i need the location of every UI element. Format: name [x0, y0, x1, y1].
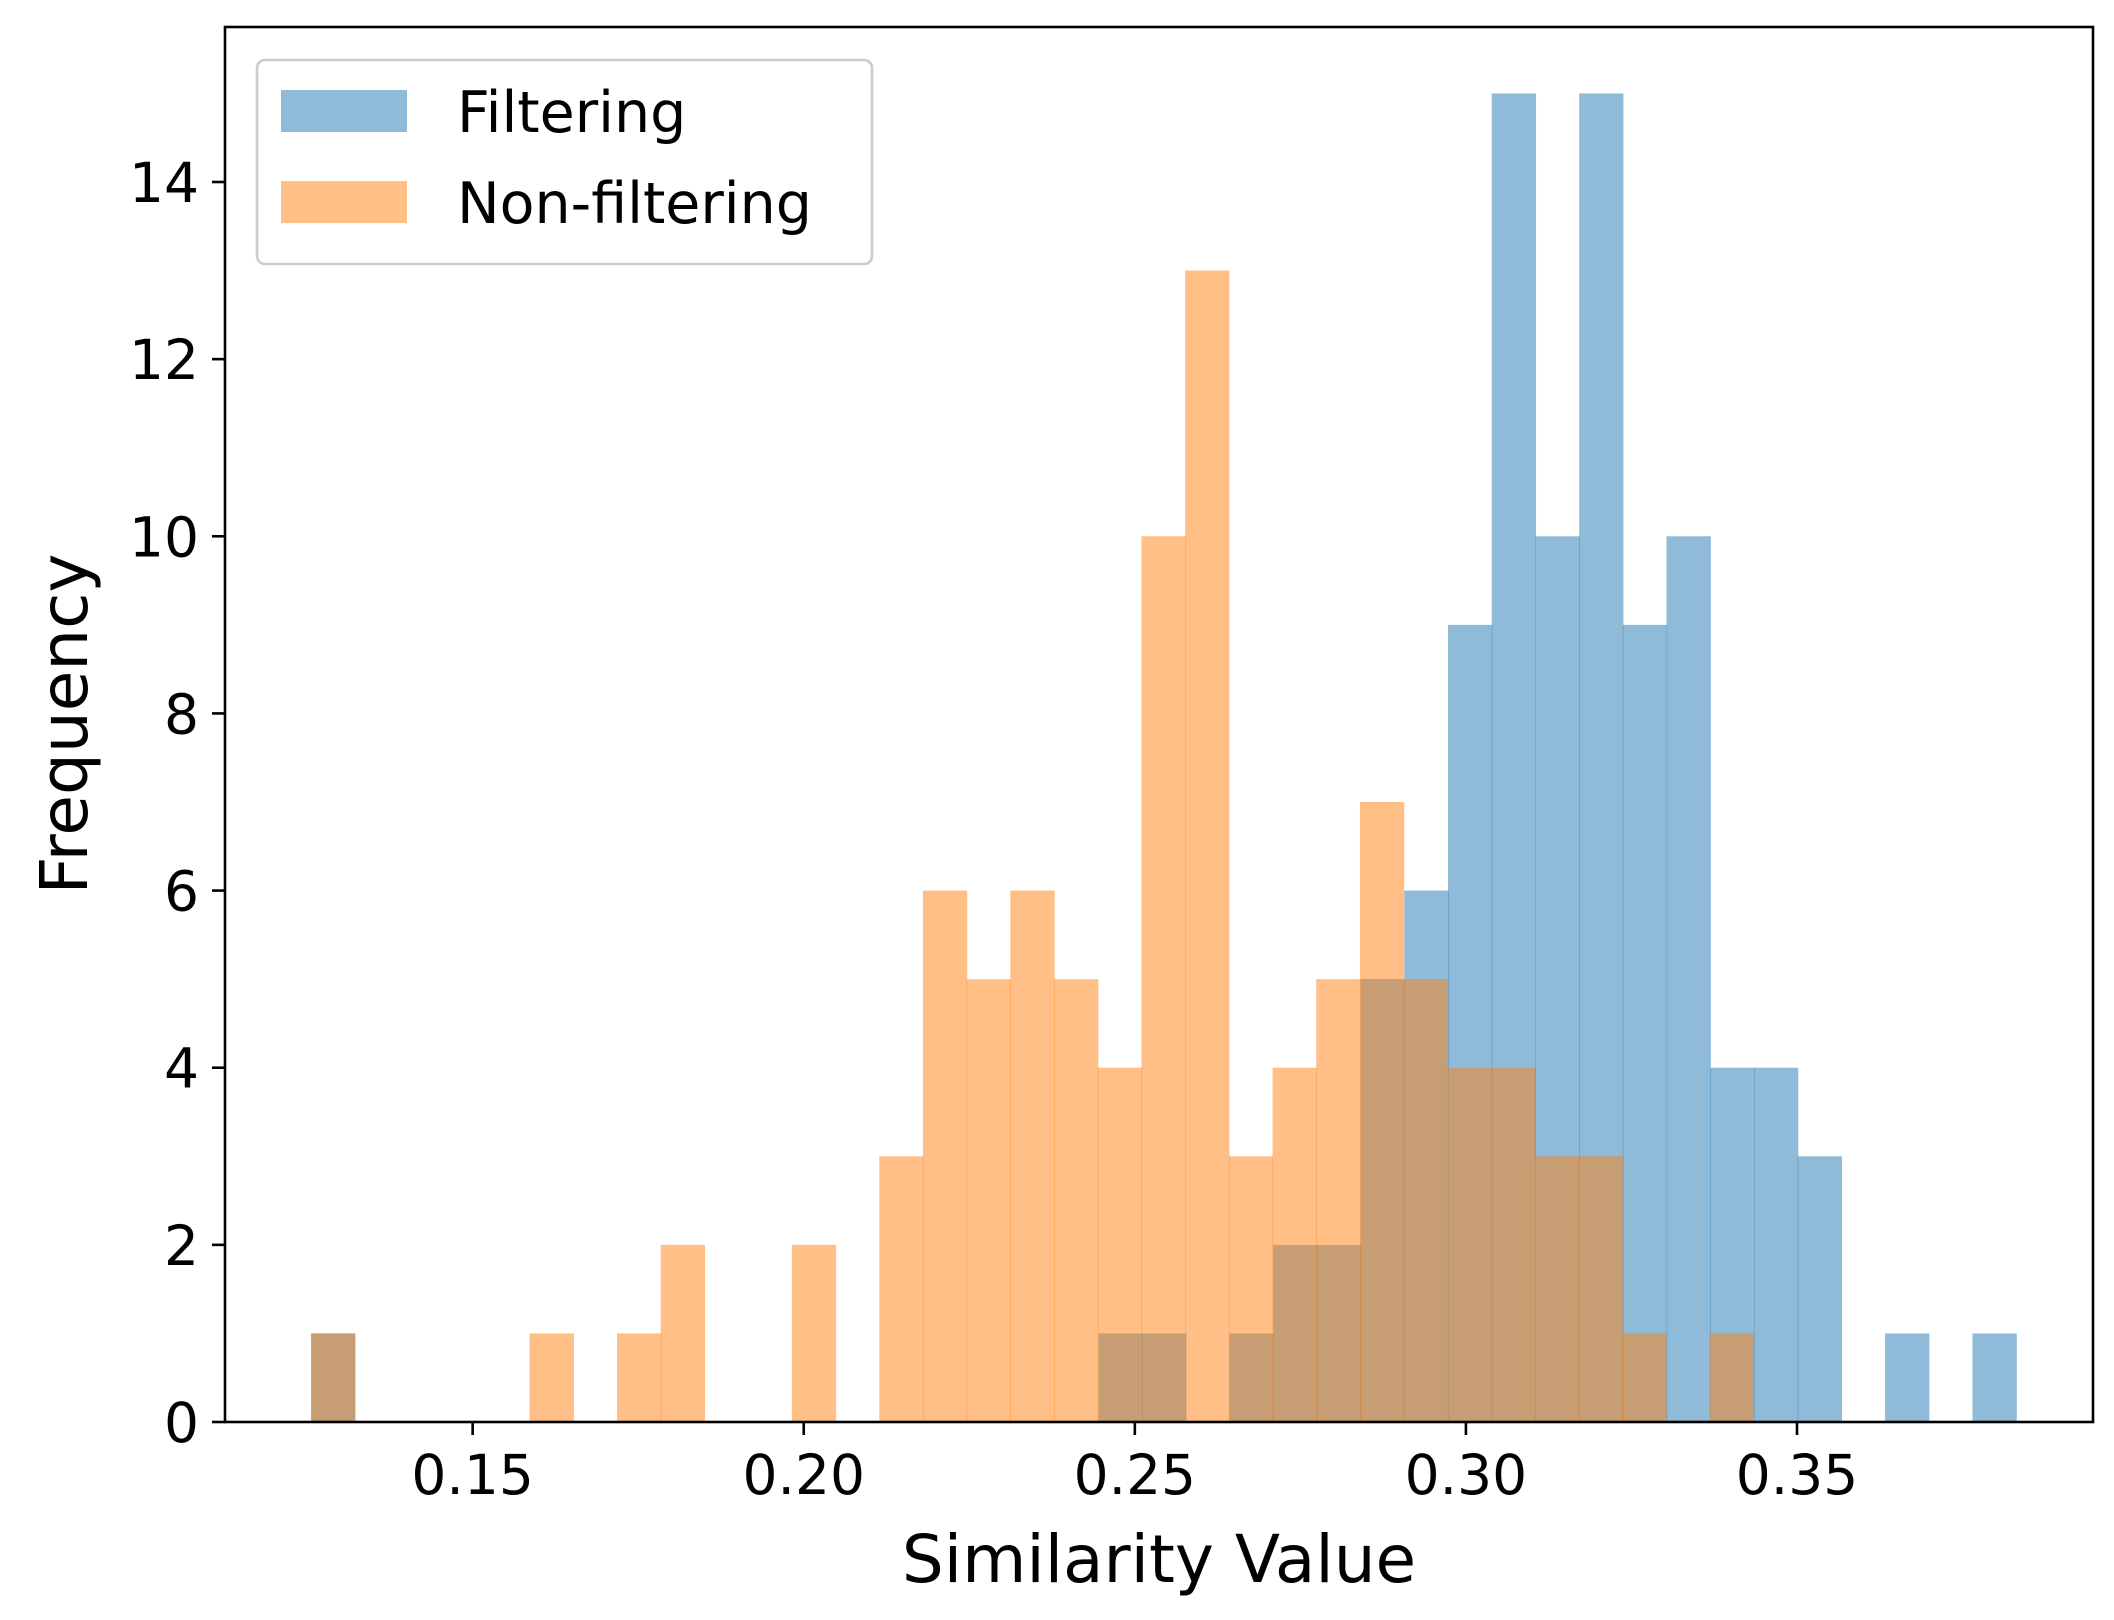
- legend: Filtering Non-filtering: [255, 58, 874, 266]
- y-tick-label-0: 0: [164, 1391, 199, 1455]
- bar-non-filtering-17: [1403, 979, 1448, 1422]
- legend-swatch-non-filtering: [281, 181, 407, 223]
- y-tick-label-4: 8: [164, 682, 199, 746]
- bar-non-filtering-5: [879, 1156, 924, 1422]
- bar-non-filtering-10: [1097, 1067, 1143, 1422]
- bar-filtering-18: [1972, 1333, 2017, 1422]
- bar-non-filtering-22: [1622, 1333, 1667, 1422]
- x-tick-label-3: 0.30: [1405, 1443, 1527, 1507]
- bar-filtering-16: [1797, 1156, 1842, 1422]
- bar-non-filtering-20: [1534, 1156, 1580, 1422]
- y-axis-ticks: 0 2 4 6 8 10 12 14: [129, 151, 225, 1455]
- bar-filtering-13: [1666, 536, 1711, 1422]
- bar-non-filtering-15: [1316, 979, 1361, 1422]
- y-axis-label: Frequency: [26, 554, 103, 895]
- bar-non-filtering-13: [1228, 1156, 1274, 1422]
- bar-non-filtering-3: [660, 1244, 706, 1422]
- bar-non-filtering-14: [1272, 1067, 1317, 1422]
- bar-filtering-17: [1885, 1333, 1930, 1422]
- bar-non-filtering-11: [1141, 536, 1186, 1422]
- legend-frame: [255, 58, 874, 266]
- bar-non-filtering-1: [529, 1333, 574, 1422]
- x-axis-label: Similarity Value: [902, 1521, 1416, 1598]
- bar-non-filtering-21: [1578, 1156, 1623, 1422]
- bar-non-filtering-6: [922, 890, 968, 1422]
- y-tick-label-2: 4: [164, 1037, 199, 1101]
- bar-non-filtering-2: [617, 1333, 662, 1422]
- bar-non-filtering-12: [1185, 270, 1230, 1422]
- bar-filtering-15: [1753, 1067, 1799, 1422]
- bar-non-filtering-16: [1359, 802, 1405, 1422]
- bar-filtering-12: [1622, 624, 1668, 1422]
- legend-swatch-filtering: [281, 90, 407, 132]
- legend-label-non-filtering: Non-filtering: [457, 171, 812, 237]
- x-tick-label-0: 0.15: [411, 1443, 533, 1507]
- bar-non-filtering-18: [1447, 1067, 1492, 1422]
- bar-non-filtering-0: [311, 1333, 356, 1422]
- plot-frame: [223, 25, 2095, 1424]
- y-tick-label-1: 2: [164, 1214, 199, 1278]
- x-tick-label-4: 0.35: [1736, 1443, 1858, 1507]
- bar-non-filtering-7: [966, 979, 1011, 1422]
- bar-non-filtering-23: [1709, 1333, 1754, 1422]
- legend-label-filtering: Filtering: [457, 80, 686, 146]
- bar-non-filtering-9: [1054, 979, 1099, 1422]
- bars-layer: [311, 93, 2017, 1422]
- x-tick-label-1: 0.20: [743, 1443, 865, 1507]
- bar-non-filtering-4: [791, 1244, 837, 1422]
- y-tick-label-6: 12: [129, 328, 199, 392]
- bar-non-filtering-19: [1491, 1067, 1536, 1422]
- y-tick-label-7: 14: [129, 151, 199, 215]
- bar-non-filtering-8: [1010, 890, 1055, 1422]
- x-axis-ticks: 0.15 0.20 0.25 0.30 0.35: [411, 1422, 1858, 1507]
- y-tick-label-5: 10: [129, 505, 199, 569]
- y-tick-label-3: 6: [164, 860, 199, 924]
- x-tick-label-2: 0.25: [1074, 1443, 1196, 1507]
